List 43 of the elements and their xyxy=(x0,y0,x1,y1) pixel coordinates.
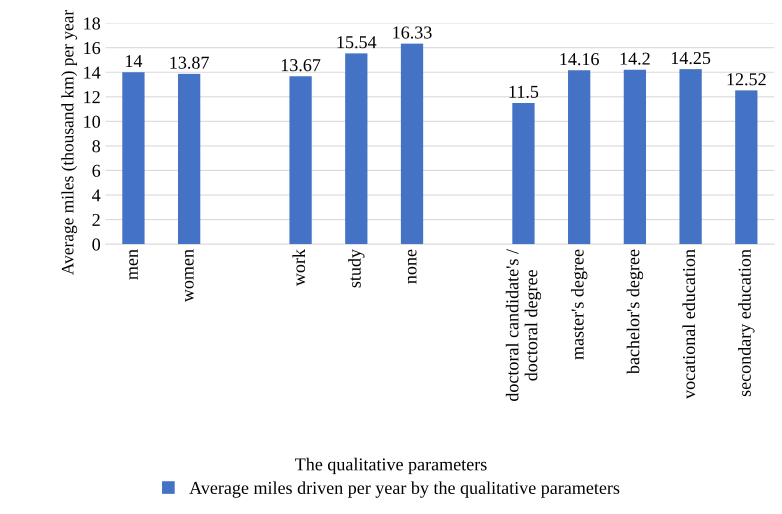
data-label: 13.67 xyxy=(282,59,320,72)
bar xyxy=(679,69,702,244)
bar xyxy=(400,44,424,244)
y-tick-label: 6 xyxy=(92,164,100,177)
y-tick-label: 18 xyxy=(84,17,100,30)
data-label: 15.54 xyxy=(338,36,376,48)
y-tick-label: 2 xyxy=(92,214,100,226)
x-tick-label: none xyxy=(408,250,417,284)
data-label: 13.87 xyxy=(170,56,209,69)
x-tick-label: bachelor's degree xyxy=(626,250,644,374)
data-label: 11.5 xyxy=(510,86,538,98)
y-tick-label: 12 xyxy=(84,91,100,104)
bar xyxy=(178,74,200,244)
x-tick-label: women xyxy=(184,249,194,302)
bar xyxy=(512,102,535,244)
x-tick-label: work xyxy=(292,249,306,286)
x-tick-label: secondary education xyxy=(738,249,755,396)
bar xyxy=(345,53,368,244)
x-axis-title: The qualitative parameters xyxy=(295,458,487,474)
x-tick-label: study xyxy=(348,249,365,288)
data-label: 14.16 xyxy=(560,53,599,66)
bar xyxy=(735,90,758,244)
x-tick-label: men xyxy=(129,249,138,280)
y-tick-label: 10 xyxy=(84,116,100,128)
y-tick-label: 4 xyxy=(92,189,100,202)
x-tick-label: master's degree xyxy=(570,250,588,360)
data-label: 14.2 xyxy=(620,52,650,65)
y-tick-label: 8 xyxy=(92,140,100,152)
legend-label: Average miles driven per year by the qualitative parameters xyxy=(189,481,620,498)
bar xyxy=(289,76,312,244)
data-label: 12.52 xyxy=(728,73,766,86)
x-tick-label: doctoral candidate's / doctoral degree xyxy=(506,249,542,402)
y-axis-title: Average miles (thousand km) per year xyxy=(61,10,78,275)
y-tick-label: 16 xyxy=(84,42,100,54)
data-label: 14.25 xyxy=(672,52,710,64)
y-tick-label: 14 xyxy=(84,66,100,79)
data-label: 14 xyxy=(126,55,142,68)
x-tick-label: vocational education xyxy=(682,249,696,399)
bar xyxy=(568,70,590,244)
data-label: 16.33 xyxy=(393,26,432,39)
bar xyxy=(624,70,646,244)
bar xyxy=(122,72,145,244)
y-tick-label: 0 xyxy=(92,238,100,251)
